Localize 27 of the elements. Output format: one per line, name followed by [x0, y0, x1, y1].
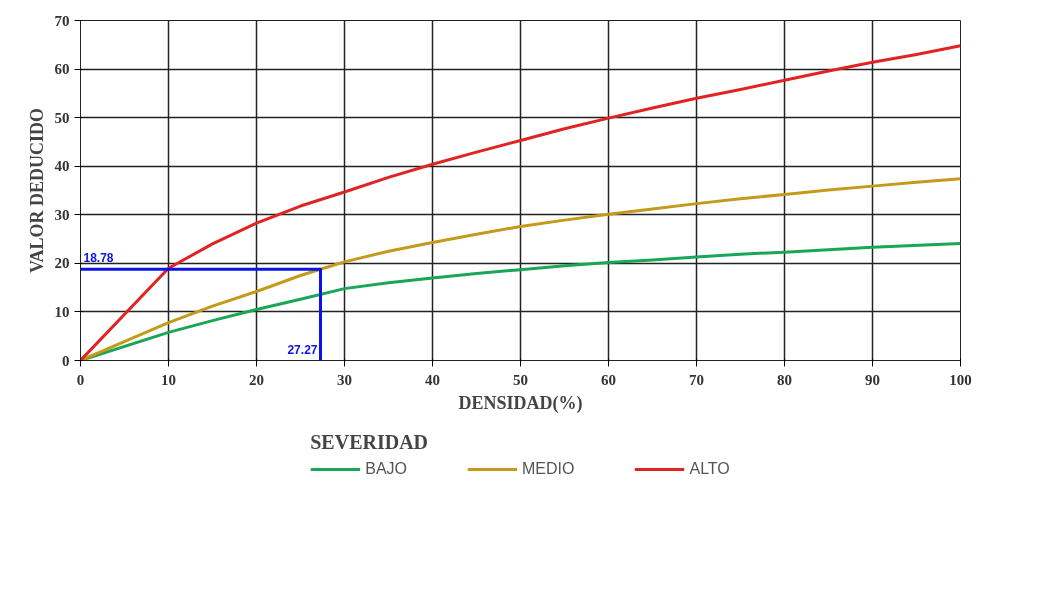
x-tick-label: 0 — [76, 371, 85, 388]
y-tick-label: 0 — [62, 352, 70, 369]
y-tick-label: 50 — [54, 109, 70, 126]
x-tick-label: 10 — [161, 371, 176, 388]
x-tick-label: 80 — [777, 371, 792, 388]
y-tick-label: 10 — [54, 303, 70, 320]
y-tick-label: 70 — [54, 12, 70, 29]
x-tick-label: 50 — [513, 371, 528, 388]
x-tick-label: 40 — [425, 371, 440, 388]
x-tick-label: 70 — [689, 371, 704, 388]
annotation: 27.27 — [287, 342, 318, 357]
y-tick-label: 60 — [54, 61, 70, 78]
y-tick-label: 40 — [54, 158, 70, 175]
y-tick-label: 30 — [54, 206, 70, 223]
annotation: 18.78 — [83, 251, 114, 266]
x-tick-label: 90 — [865, 371, 880, 388]
legend-label: BAJO — [365, 460, 408, 478]
x-tick-label: 60 — [601, 371, 616, 388]
y-tick-label: 20 — [54, 255, 70, 272]
x-axis-title: DENSIDAD(%) — [458, 392, 583, 414]
x-tick-label: 100 — [949, 371, 972, 388]
legend-label: ALTO — [689, 460, 730, 478]
x-tick-label: 30 — [337, 371, 352, 388]
legend-label: MEDIO — [522, 460, 575, 478]
y-axis-title: VALOR DEDUCIDO — [26, 107, 47, 274]
legend-title: SEVERIDAD — [310, 431, 430, 454]
x-tick-label: 20 — [249, 371, 264, 388]
